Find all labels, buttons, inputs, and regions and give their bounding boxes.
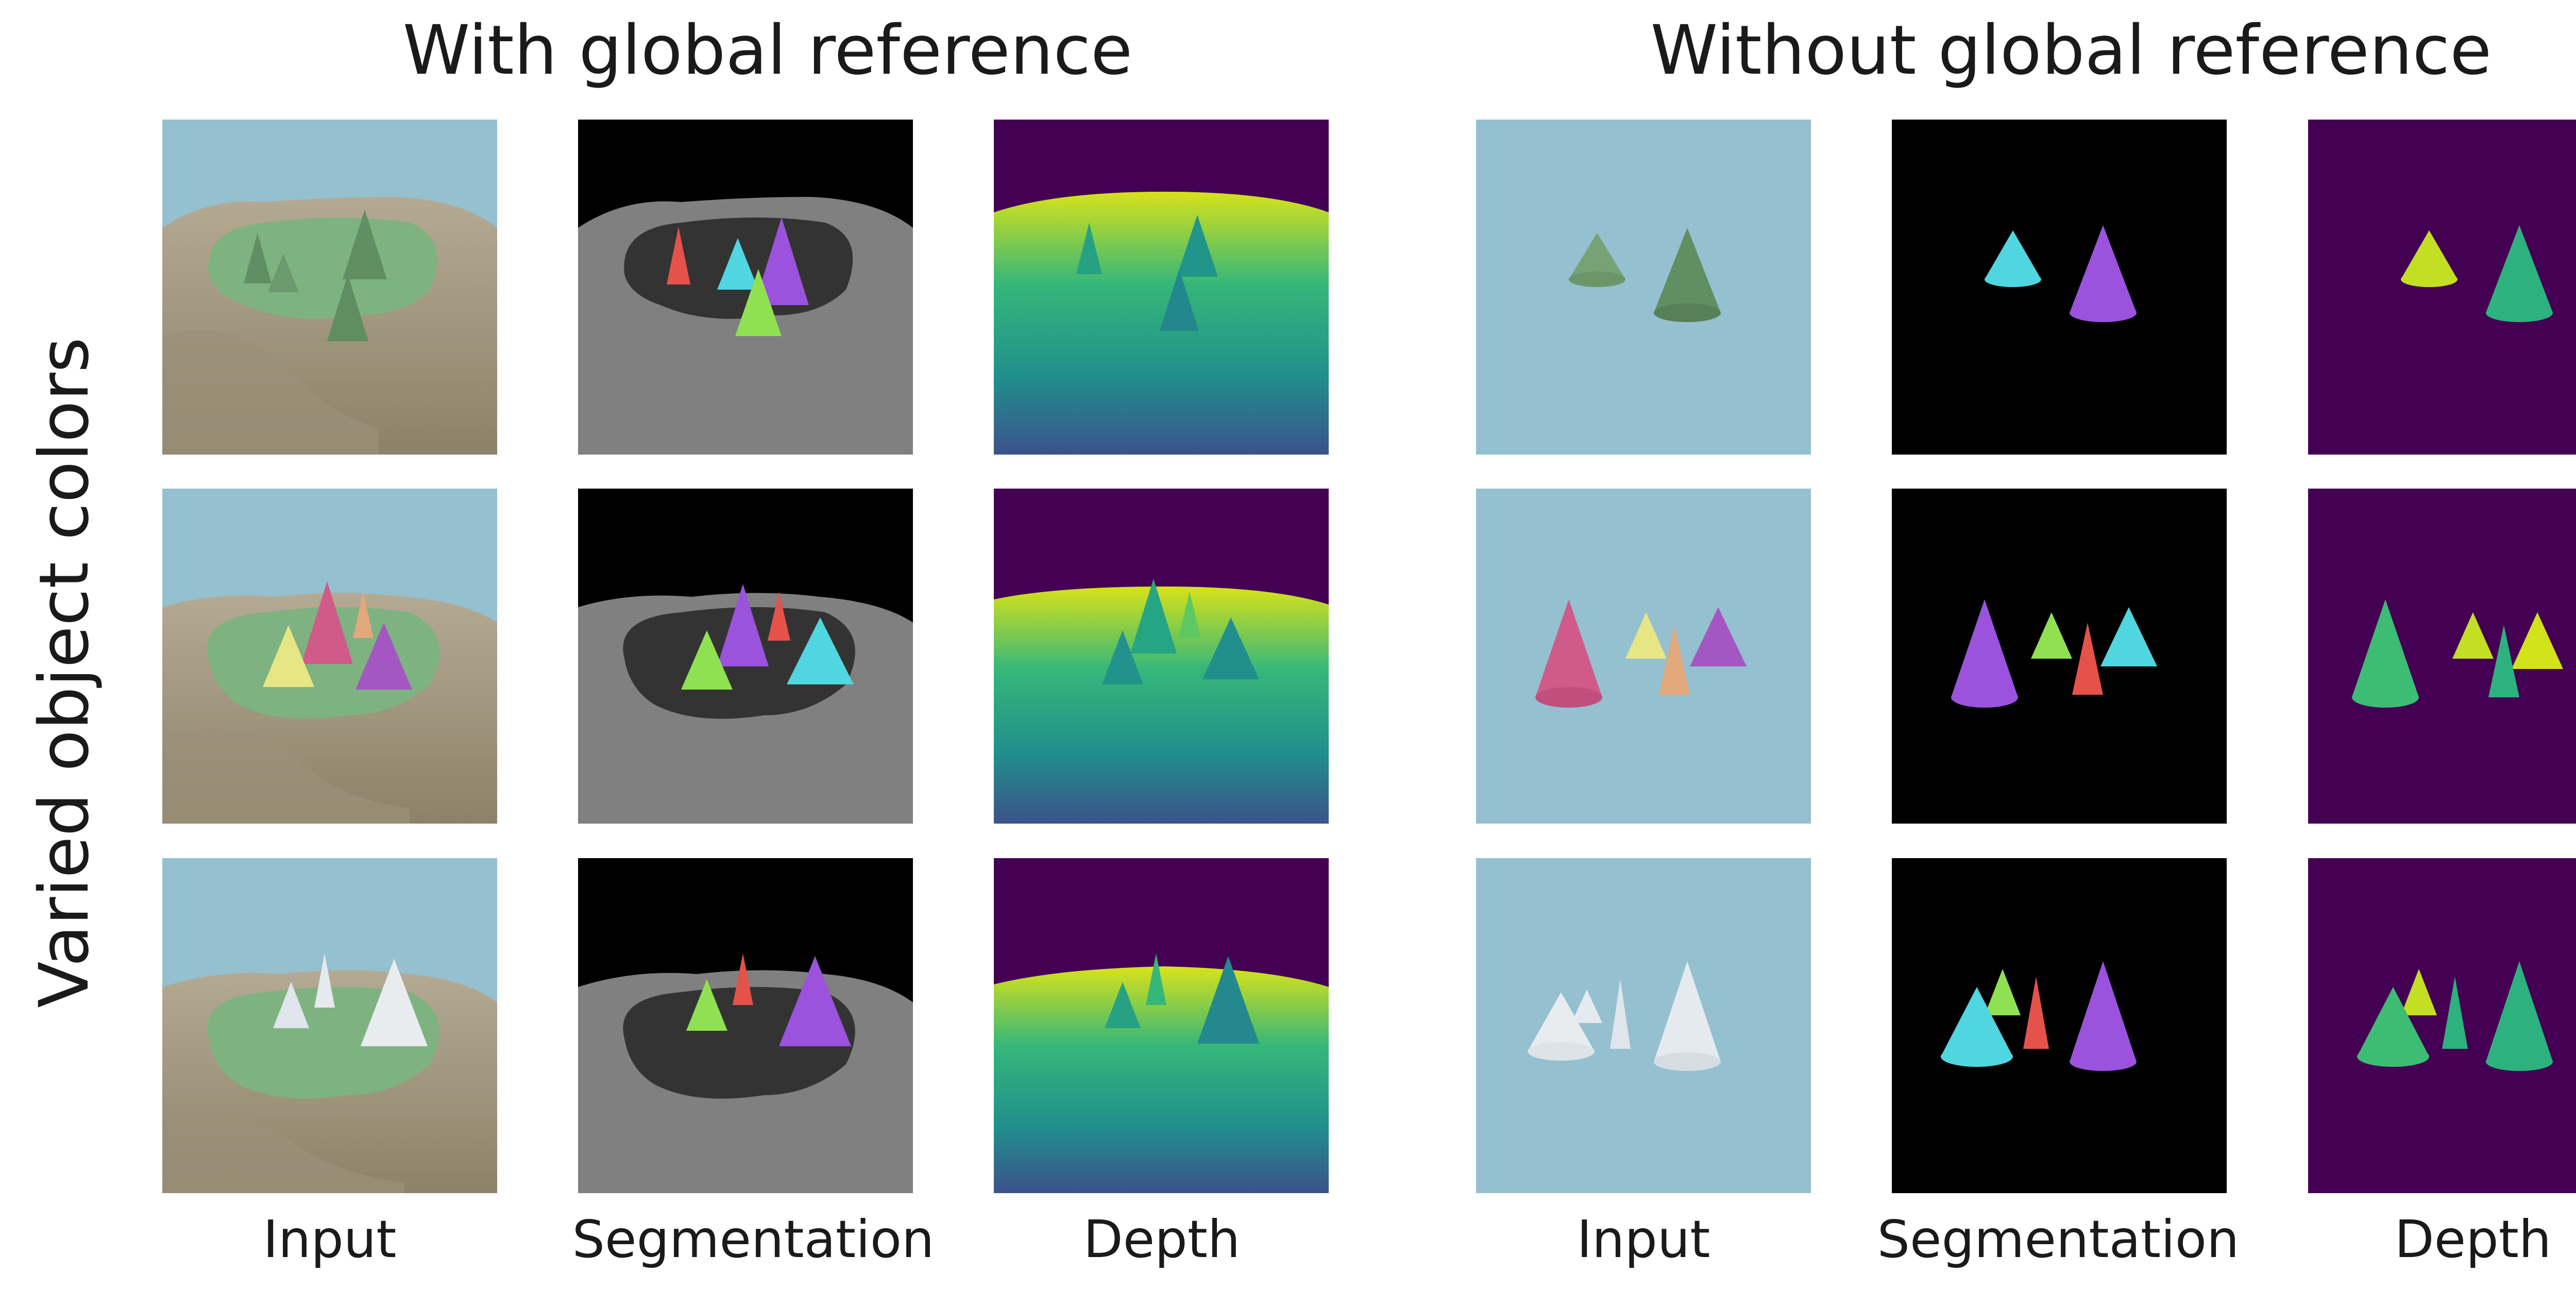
row-label: Varied object colors bbox=[25, 337, 104, 1008]
image-depth bbox=[2308, 120, 2576, 455]
panel-row1-segmentation-without-global bbox=[1892, 120, 2227, 455]
image-scene bbox=[162, 489, 497, 824]
image-depth bbox=[2308, 489, 2576, 824]
image-scene bbox=[162, 120, 497, 455]
panel-row1-input-with-global bbox=[162, 120, 497, 455]
image-segmentation bbox=[1892, 489, 2227, 824]
image-scene bbox=[1476, 489, 1811, 824]
column-label-segmentation-right: Segmentation bbox=[1877, 1209, 2240, 1269]
panel-row3-depth-without-global bbox=[2308, 858, 2576, 1193]
column-label-depth-right: Depth bbox=[2394, 1209, 2552, 1269]
image-depth bbox=[994, 120, 1329, 455]
panel-row1-depth-with-global bbox=[994, 120, 1329, 455]
image-scene bbox=[1476, 858, 1811, 1193]
panel-row2-depth-without-global bbox=[2308, 489, 2576, 824]
panel-row3-input-without-global bbox=[1476, 858, 1811, 1193]
title-without-global-reference: Without global reference bbox=[1650, 11, 2492, 90]
image-depth bbox=[994, 858, 1329, 1193]
panel-row2-input-with-global bbox=[162, 489, 497, 824]
image-depth bbox=[2308, 858, 2576, 1193]
panel-row3-segmentation-with-global bbox=[578, 858, 913, 1193]
column-label-segmentation-left: Segmentation bbox=[572, 1209, 935, 1269]
image-segmentation bbox=[578, 489, 913, 824]
column-label-input-right: Input bbox=[1577, 1209, 1710, 1269]
panel-row1-input-without-global bbox=[1476, 120, 1811, 455]
image-segmentation bbox=[578, 120, 913, 455]
title-with-global-reference: With global reference bbox=[402, 11, 1133, 90]
image-segmentation bbox=[1892, 858, 2227, 1193]
panel-row3-segmentation-without-global bbox=[1892, 858, 2227, 1193]
panel-row1-segmentation-with-global bbox=[578, 120, 913, 455]
panel-row1-depth-without-global bbox=[2308, 120, 2576, 455]
image-scene bbox=[162, 858, 497, 1193]
image-segmentation bbox=[1892, 120, 2227, 455]
panel-row2-segmentation-without-global bbox=[1892, 489, 2227, 824]
panel-row2-segmentation-with-global bbox=[578, 489, 913, 824]
image-scene bbox=[1476, 120, 1811, 455]
column-label-input-left: Input bbox=[263, 1209, 397, 1269]
panel-row2-input-without-global bbox=[1476, 489, 1811, 824]
panel-row2-depth-with-global bbox=[994, 489, 1329, 824]
panel-row3-input-with-global bbox=[162, 858, 497, 1193]
column-label-depth-left: Depth bbox=[1083, 1209, 1241, 1269]
row-label-container: Varied object colors bbox=[15, 0, 113, 1289]
image-depth bbox=[994, 489, 1329, 824]
image-segmentation bbox=[578, 858, 913, 1193]
panel-row3-depth-with-global bbox=[994, 858, 1329, 1193]
